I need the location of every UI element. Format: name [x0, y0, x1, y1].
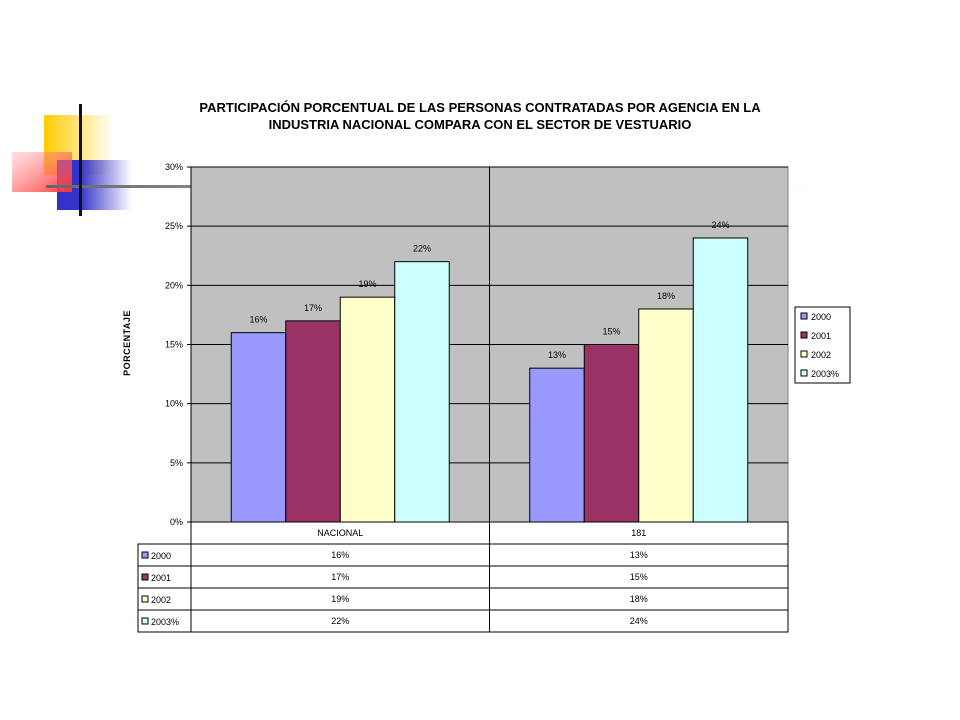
legend-entry: 2003% — [811, 369, 839, 379]
y-tick-label: 0% — [170, 517, 183, 527]
legend-swatch — [800, 369, 808, 377]
table-cell: 24% — [630, 616, 648, 626]
data-label: 22% — [413, 244, 431, 254]
table-row — [137, 565, 789, 589]
table-row — [137, 609, 789, 633]
table-row-header: 2002 — [151, 595, 171, 605]
table-cell: 17% — [331, 572, 349, 582]
chart-title-line-2: INDUSTRIA NACIONAL COMPARA CON EL SECTOR… — [268, 117, 692, 132]
table-cell: 22% — [331, 616, 349, 626]
legend-box — [794, 306, 851, 384]
table-row-header: 2003% — [151, 617, 179, 627]
bar — [394, 261, 450, 523]
legend-entry: 2002 — [811, 350, 831, 360]
table-cell: 18% — [630, 594, 648, 604]
legend-swatch — [800, 312, 808, 320]
table-cell: 15% — [630, 572, 648, 582]
table-category-label: 181 — [631, 528, 646, 538]
y-tick-label: 15% — [165, 340, 183, 350]
bar — [638, 308, 694, 523]
plot-area: 0% 5% 10% 15% 20% 25% 30% 16% 17% 19% 22% 13% 15% 18%… — [165, 162, 789, 527]
table-row — [137, 543, 789, 567]
deco-vertical-line — [79, 104, 82, 216]
data-label: 19% — [358, 279, 376, 289]
y-tick-label: 10% — [165, 399, 183, 409]
table-row-header: 2001 — [151, 573, 171, 583]
y-tick-label: 30% — [165, 162, 183, 172]
data-label: 24% — [711, 220, 729, 230]
chart-title-line-1: PARTICIPACIÓN PORCENTUAL DE LAS PERSONAS… — [199, 100, 761, 115]
y-tick-label: 20% — [165, 280, 183, 290]
data-label: 15% — [602, 327, 620, 337]
legend-entry: 2001 — [811, 331, 831, 341]
table-row-swatch — [141, 595, 149, 603]
data-label: 18% — [657, 291, 675, 301]
legend-swatch — [800, 331, 808, 339]
data-label: 17% — [304, 303, 322, 313]
table-cell: 19% — [331, 594, 349, 604]
legend-swatch — [800, 350, 808, 358]
y-tick-label: 5% — [170, 458, 183, 468]
table-row-swatch — [141, 617, 149, 625]
table-row-header: 2000 — [151, 551, 171, 561]
bar — [583, 344, 640, 523]
data-label: 13% — [548, 350, 566, 360]
legend: 2000 2001 2002 2003% — [794, 306, 851, 384]
table-row — [137, 587, 789, 611]
data-label: 16% — [249, 315, 267, 325]
bar — [339, 296, 396, 523]
data-table: NACIONAL 181 2000 16% 13% 2001 17% 15% 2002 19% 18… — [137, 521, 789, 633]
table-cell: 13% — [630, 550, 648, 560]
bar — [529, 367, 585, 523]
table-row-swatch — [141, 551, 149, 559]
bar — [230, 332, 287, 523]
bar — [285, 320, 341, 523]
y-tick-label: 25% — [165, 221, 183, 231]
y-axis-label: PORCENTAJE — [122, 310, 132, 376]
table-row-swatch — [141, 573, 149, 581]
bar — [692, 237, 749, 523]
table-cell: 16% — [331, 550, 349, 560]
table-category-label: NACIONAL — [317, 528, 363, 538]
legend-entry: 2000 — [811, 312, 831, 322]
